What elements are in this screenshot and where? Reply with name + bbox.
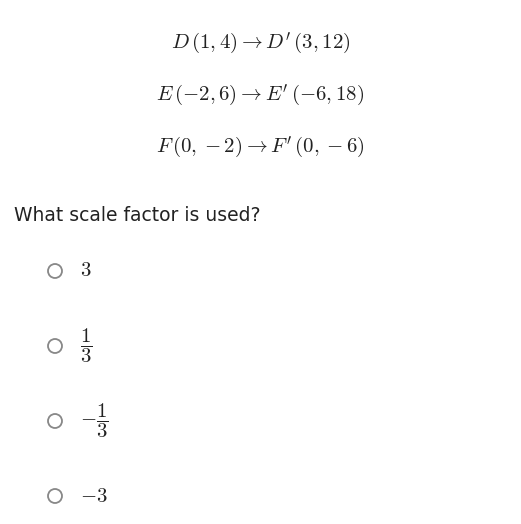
Text: $\dfrac{1}{3}$: $\dfrac{1}{3}$ (80, 327, 92, 365)
Text: $E\,(-2, 6) \rightarrow E'\,(-6, 18)$: $E\,(-2, 6) \rightarrow E'\,(-6, 18)$ (156, 82, 365, 108)
Text: $-3$: $-3$ (80, 486, 108, 506)
Text: $F\,(0, -2) \rightarrow F'\,(0, -6)$: $F\,(0, -2) \rightarrow F'\,(0, -6)$ (156, 134, 365, 160)
Text: What scale factor is used?: What scale factor is used? (14, 206, 260, 225)
Text: $-\dfrac{1}{3}$: $-\dfrac{1}{3}$ (80, 402, 108, 440)
Text: $D\,(1, 4) \rightarrow D'\,(3, 12)$: $D\,(1, 4) \rightarrow D'\,(3, 12)$ (171, 30, 350, 56)
Text: $3$: $3$ (80, 261, 92, 280)
